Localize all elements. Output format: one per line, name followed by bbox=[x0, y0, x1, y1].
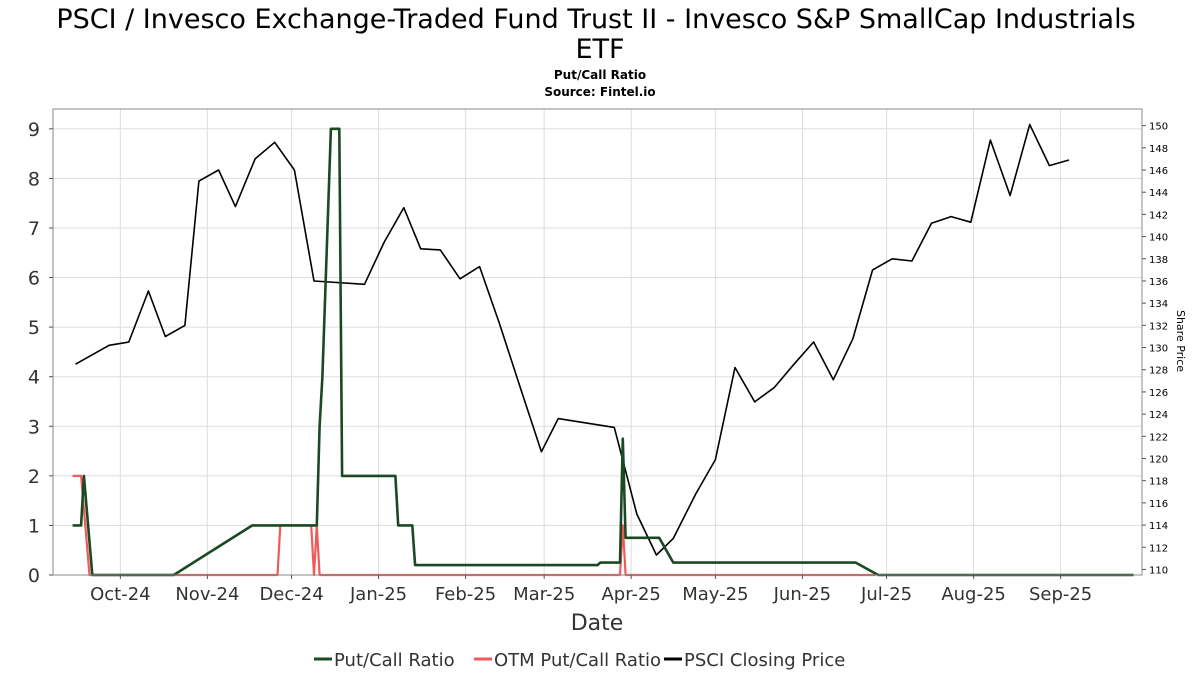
x-tick-label: Aug-25 bbox=[941, 584, 1006, 605]
left-tick-label: 9 bbox=[28, 119, 40, 141]
right-tick-label: 120 bbox=[1149, 455, 1168, 466]
right-tick-label: 134 bbox=[1149, 299, 1168, 310]
chart-source: Source: Fintel.io bbox=[544, 85, 655, 99]
right-tick-label: 128 bbox=[1149, 366, 1168, 377]
left-tick-label: 2 bbox=[28, 466, 40, 488]
x-tick-label: Jan-25 bbox=[349, 584, 407, 605]
chart-title-line-2: ETF bbox=[575, 34, 624, 65]
left-tick-label: 3 bbox=[28, 416, 40, 438]
right-tick-label: 110 bbox=[1149, 565, 1168, 576]
x-tick-label: Dec-24 bbox=[259, 584, 323, 605]
grid-lines bbox=[53, 109, 1142, 576]
x-tick-label: Feb-25 bbox=[435, 584, 496, 605]
right-tick-label: 118 bbox=[1149, 477, 1168, 488]
left-tick-label: 6 bbox=[28, 268, 40, 290]
x-tick-label: Nov-24 bbox=[175, 584, 239, 605]
x-tick-label: Oct-24 bbox=[90, 584, 151, 605]
left-tick-label: 5 bbox=[28, 317, 40, 339]
plot-area-frame bbox=[52, 108, 1143, 576]
left-tick-label: 1 bbox=[28, 515, 40, 537]
right-tick-label: 136 bbox=[1149, 277, 1168, 288]
x-axis-ticks: Oct-24 Nov-24 Dec-24 Jan-25 Feb-25 Mar-25 Apr-… bbox=[90, 575, 1092, 605]
x-axis-label: Date bbox=[571, 611, 624, 636]
x-tick-label: Apr-25 bbox=[601, 584, 660, 605]
x-tick-label: May-25 bbox=[682, 584, 748, 605]
left-tick-label: 8 bbox=[28, 168, 40, 190]
right-tick-label: 148 bbox=[1149, 144, 1168, 155]
right-tick-label: 126 bbox=[1149, 388, 1168, 399]
left-tick-label: 4 bbox=[28, 367, 40, 389]
right-axis-label: Share Price bbox=[1174, 310, 1187, 372]
series-lines bbox=[72, 123, 1134, 577]
chart-subtitle: Put/Call Ratio bbox=[554, 68, 646, 82]
left-axis-ticks: 0 1 2 3 4 5 6 7 8 9 bbox=[28, 119, 53, 587]
right-tick-label: 142 bbox=[1149, 210, 1168, 221]
right-tick-label: 144 bbox=[1149, 188, 1168, 199]
right-tick-label: 138 bbox=[1149, 255, 1168, 266]
series-line-put-call-ratio bbox=[72, 127, 1134, 577]
right-tick-label: 130 bbox=[1149, 344, 1168, 355]
right-axis-ticks: 110 112 114 116 118 120 122 124 126 128 130 132 134 1… bbox=[1142, 122, 1168, 576]
right-tick-label: 146 bbox=[1149, 166, 1168, 177]
chart-title-line-1: PSCI / Invesco Exchange-Traded Fund Trus… bbox=[56, 4, 1135, 35]
x-tick-label: Jul-25 bbox=[860, 584, 912, 605]
right-tick-label: 122 bbox=[1149, 432, 1168, 443]
right-tick-label: 124 bbox=[1149, 410, 1168, 421]
legend-label: Put/Call Ratio bbox=[334, 650, 455, 671]
right-tick-label: 150 bbox=[1149, 122, 1168, 133]
x-tick-label: Mar-25 bbox=[513, 584, 575, 605]
legend-label: PSCI Closing Price bbox=[684, 650, 845, 671]
right-tick-label: 112 bbox=[1149, 543, 1168, 554]
x-tick-label: Jun-25 bbox=[773, 584, 832, 605]
legend-label: OTM Put/Call Ratio bbox=[494, 650, 661, 671]
right-tick-label: 116 bbox=[1149, 499, 1168, 510]
left-tick-label: 0 bbox=[28, 565, 40, 587]
series-line-psci-closing-price bbox=[75, 123, 1070, 556]
left-tick-label: 7 bbox=[28, 218, 40, 240]
legend: Put/Call Ratio OTM Put/Call Ratio PSCI Clo… bbox=[314, 650, 845, 671]
right-tick-label: 132 bbox=[1149, 321, 1168, 332]
right-tick-label: 140 bbox=[1149, 233, 1168, 244]
right-tick-label: 114 bbox=[1149, 521, 1168, 532]
x-tick-label: Sep-25 bbox=[1029, 584, 1092, 605]
